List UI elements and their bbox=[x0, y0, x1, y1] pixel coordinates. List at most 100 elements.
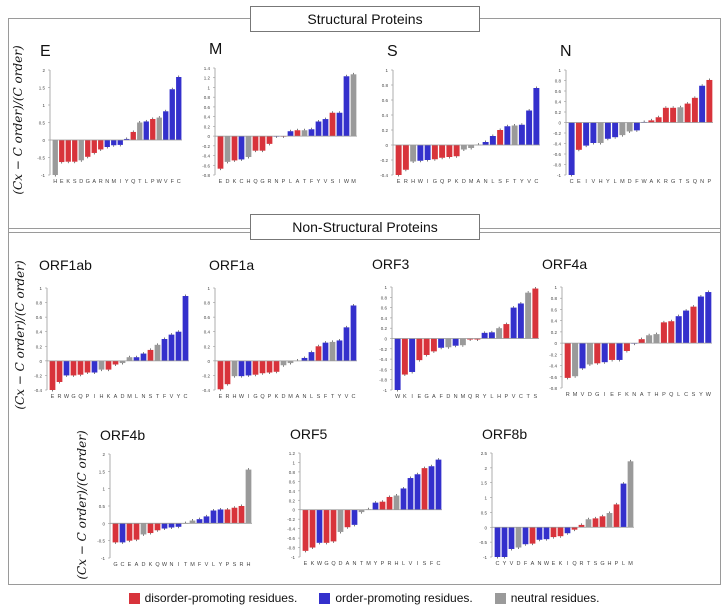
y-tick-label: 0.2 bbox=[551, 330, 558, 335]
x-tick-label: G bbox=[433, 179, 437, 185]
bar-V bbox=[163, 111, 169, 140]
x-tick-label: V bbox=[581, 392, 585, 398]
bar-S bbox=[231, 507, 238, 524]
x-tick-label: T bbox=[360, 561, 364, 567]
bar-Y bbox=[217, 509, 224, 524]
bar-K bbox=[273, 360, 280, 372]
x-tick-label: T bbox=[513, 179, 517, 185]
x-tick-label: W bbox=[64, 394, 70, 400]
y-tick-label: 1 bbox=[558, 68, 561, 73]
x-tick-label: N bbox=[538, 561, 542, 567]
bar-F bbox=[438, 338, 445, 348]
x-tick-label: E bbox=[418, 394, 422, 400]
bar-M bbox=[468, 145, 475, 148]
bar-W bbox=[417, 145, 424, 161]
x-tick-label: H bbox=[497, 394, 501, 400]
x-tick-label: N bbox=[632, 392, 636, 398]
bar-K bbox=[105, 360, 112, 370]
x-tick-label: M bbox=[469, 179, 474, 185]
bar-S bbox=[147, 349, 154, 361]
bar-M bbox=[287, 360, 294, 364]
bar-D bbox=[515, 527, 522, 548]
x-tick-label: R bbox=[664, 179, 668, 185]
y-tick-label: -0.8 bbox=[549, 386, 557, 391]
bar-F bbox=[428, 466, 435, 510]
chart-title: ORF1ab bbox=[39, 257, 92, 273]
bar-I bbox=[117, 140, 123, 145]
x-tick-label: D bbox=[588, 392, 592, 398]
legend: disorder-promoting residues. order-promo… bbox=[0, 591, 728, 605]
bar-D bbox=[626, 122, 633, 132]
x-tick-label: F bbox=[324, 394, 328, 400]
y-axis-label: (Cx − C order)/(C order) bbox=[11, 45, 25, 195]
y-tick-label: 1 bbox=[292, 460, 295, 465]
bar-N bbox=[351, 509, 358, 525]
x-tick-label: G bbox=[600, 561, 604, 567]
bar-P bbox=[266, 360, 273, 373]
bar-H bbox=[231, 360, 238, 377]
y-tick-label: 1.2 bbox=[204, 76, 211, 81]
bar-V bbox=[203, 516, 210, 524]
x-tick-label: A bbox=[650, 179, 654, 185]
x-tick-label: T bbox=[679, 179, 683, 185]
y-tick-label: 0 bbox=[292, 508, 295, 513]
bar-C bbox=[119, 523, 126, 543]
bar-P bbox=[224, 509, 231, 524]
y-tick-label: 0.8 bbox=[555, 79, 562, 84]
x-tick-label: M bbox=[628, 561, 633, 567]
y-tick-label: 1.5 bbox=[39, 86, 46, 91]
y-tick-label: -0.4 bbox=[287, 527, 295, 532]
x-tick-label: C bbox=[352, 394, 356, 400]
y-tick-label: 1.4 bbox=[204, 66, 211, 71]
x-tick-label: Q bbox=[155, 562, 160, 568]
bar-E bbox=[217, 136, 224, 169]
y-tick-label: -0.5 bbox=[37, 156, 45, 161]
y-tick-label: 1 bbox=[207, 85, 210, 90]
x-tick-label: C bbox=[437, 561, 441, 567]
bar-I bbox=[583, 122, 590, 146]
bar-Y bbox=[518, 124, 525, 145]
bar-S bbox=[690, 306, 697, 344]
bar-V bbox=[322, 119, 329, 137]
bar-I bbox=[564, 527, 571, 534]
x-tick-label: D bbox=[142, 562, 146, 568]
x-tick-label: P bbox=[268, 394, 272, 400]
x-tick-label: Q bbox=[131, 179, 136, 185]
y-tick-label: 0.6 bbox=[36, 315, 43, 320]
bar-G bbox=[323, 509, 330, 543]
x-tick-label: W bbox=[239, 394, 245, 400]
x-tick-label: N bbox=[303, 394, 307, 400]
y-tick-label: 2 bbox=[484, 466, 487, 471]
x-tick-label: E bbox=[51, 394, 55, 400]
x-tick-label: T bbox=[331, 394, 335, 400]
chart-title: ORF8b bbox=[482, 426, 527, 442]
bar-H bbox=[393, 495, 400, 510]
x-tick-label: W bbox=[395, 394, 401, 400]
y-tick-label: -0.4 bbox=[380, 173, 388, 178]
x-tick-label: A bbox=[640, 392, 644, 398]
x-tick-label: M bbox=[190, 562, 195, 568]
bar-V bbox=[526, 110, 533, 145]
bar-T bbox=[154, 344, 161, 361]
x-tick-label: H bbox=[247, 562, 251, 568]
y-tick-label: -1 bbox=[291, 555, 295, 560]
x-tick-label: T bbox=[647, 392, 651, 398]
x-tick-label: K bbox=[149, 562, 153, 568]
bar-Y bbox=[481, 332, 488, 339]
y-tick-label: 1.5 bbox=[481, 481, 488, 486]
x-tick-label: Q bbox=[253, 179, 258, 185]
bar-E bbox=[126, 523, 133, 541]
chart-title: ORF4a bbox=[542, 256, 587, 272]
x-tick-label: I bbox=[417, 561, 419, 567]
bar-C bbox=[568, 122, 575, 175]
x-tick-label: W bbox=[642, 179, 648, 185]
bar-Q bbox=[691, 97, 698, 123]
bar-R bbox=[564, 343, 571, 378]
y-tick-label: 1.5 bbox=[99, 469, 106, 474]
y-tick-label: 0 bbox=[102, 521, 105, 526]
x-tick-label: K bbox=[275, 394, 279, 400]
x-tick-label: W bbox=[157, 179, 163, 185]
bar-W bbox=[343, 76, 350, 137]
x-tick-label: E bbox=[219, 179, 223, 185]
y-tick-label: 1 bbox=[484, 496, 487, 501]
